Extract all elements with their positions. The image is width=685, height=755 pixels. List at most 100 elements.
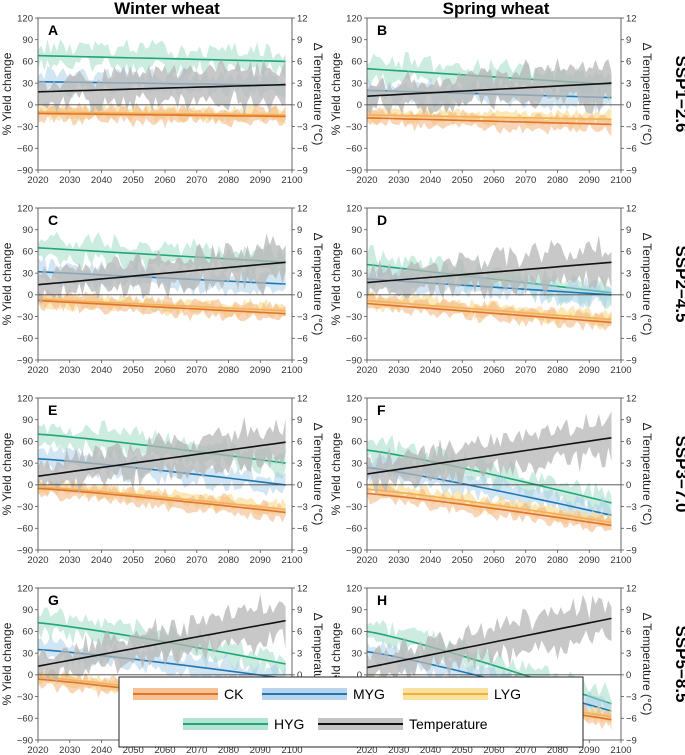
plot-area	[367, 411, 621, 533]
y2-tick-label: 3	[626, 458, 631, 469]
y-tick-label: 30	[22, 268, 33, 279]
y2-tick-label: 0	[297, 100, 302, 111]
y2-tick-label: −9	[297, 355, 308, 366]
y2-tick-label: −6	[297, 524, 308, 535]
y2-tick-label: 9	[626, 605, 631, 616]
x-tick-label: 2040	[91, 365, 112, 376]
series-line-temperature	[38, 619, 286, 667]
x-tick-label: 2020	[27, 365, 48, 376]
x-tick-label: 2100	[281, 555, 302, 566]
x-tick-label: 2020	[27, 745, 48, 755]
y-tick-label: −60	[346, 144, 362, 155]
x-tick-label: 2070	[186, 365, 207, 376]
y-tick-label: 30	[22, 648, 33, 659]
y-tick-label: −60	[17, 334, 33, 345]
x-tick-label: 2060	[483, 745, 504, 755]
y-tick-label: 30	[22, 458, 33, 469]
x-tick-label: 2070	[515, 555, 536, 566]
x-tick-label: 2020	[356, 365, 377, 376]
y2-axis-label: Δ Temperature (°C)	[640, 423, 654, 526]
y-tick-label: −30	[346, 312, 362, 323]
x-tick-label: 2040	[420, 365, 441, 376]
y2-tick-label: 3	[626, 268, 631, 279]
y2-tick-label: −9	[297, 545, 308, 556]
x-tick-label: 2100	[610, 175, 631, 186]
y2-tick-label: 9	[626, 35, 631, 46]
y-tick-label: 60	[22, 247, 33, 258]
y2-tick-label: 12	[626, 13, 637, 24]
y-tick-label: 90	[351, 225, 362, 236]
band-temperature	[367, 411, 612, 496]
x-tick-label: 2090	[579, 745, 600, 755]
series-line-ck	[367, 492, 612, 527]
x-tick-label: 2030	[388, 175, 409, 186]
y2-tick-label: 9	[297, 605, 302, 616]
y-tick-label: 90	[351, 605, 362, 616]
x-tick-label: 2100	[610, 555, 631, 566]
y2-tick-label: 0	[626, 480, 631, 491]
y-tick-label: 30	[22, 78, 33, 89]
y-tick-label: −30	[346, 122, 362, 133]
scenario-label: SSP2−4.5	[672, 245, 685, 322]
y2-tick-label: 12	[626, 203, 637, 214]
y-axis-label: % Yield change	[329, 432, 343, 515]
x-tick-label: 2060	[154, 745, 175, 755]
series-line-ck	[38, 112, 286, 118]
y-axis-label: % Yield change	[0, 52, 14, 135]
y2-tick-label: −6	[626, 714, 637, 725]
y-tick-label: 90	[22, 415, 33, 426]
y2-axis-label: Δ Temperature (°C)	[311, 233, 325, 336]
y2-tick-label: 6	[297, 437, 302, 448]
y-tick-label: 120	[346, 203, 362, 214]
y2-tick-label: 6	[626, 247, 631, 258]
x-tick-label: 2050	[452, 555, 473, 566]
x-tick-label: 2030	[388, 555, 409, 566]
y2-tick-label: −9	[297, 165, 308, 176]
x-tick-label: 2080	[547, 175, 568, 186]
x-tick-label: 2070	[515, 175, 536, 186]
series-line-temperature	[367, 261, 612, 284]
x-tick-label: 2060	[154, 555, 175, 566]
y-tick-label: 30	[351, 268, 362, 279]
legend: CK MYG LYG HYG Temperature	[118, 676, 584, 748]
x-tick-label: 2020	[356, 555, 377, 566]
x-tick-label: 2050	[452, 365, 473, 376]
x-tick-label: 2090	[250, 175, 271, 186]
y-tick-label: −30	[17, 692, 33, 703]
scenario-label: SSP3−7.0	[672, 435, 685, 512]
plot-area	[367, 51, 621, 137]
band-ck	[38, 289, 286, 322]
y2-tick-label: 12	[297, 203, 308, 214]
x-tick-label: 2090	[579, 555, 600, 566]
y2-axis-label: Δ Temperature (°C)	[311, 423, 325, 526]
y-tick-label: −90	[17, 165, 33, 176]
x-tick-label: 2050	[452, 175, 473, 186]
x-tick-label: 2020	[27, 555, 48, 566]
x-tick-label: 2020	[27, 175, 48, 186]
x-tick-label: 2030	[388, 745, 409, 755]
y-tick-label: 0	[357, 670, 362, 681]
column-title-spring-wheat: Spring wheat	[443, 0, 550, 18]
y-tick-label: 90	[351, 415, 362, 426]
y2-tick-label: 9	[626, 225, 631, 236]
y2-tick-label: −6	[626, 524, 637, 535]
series-line-ck	[367, 302, 612, 324]
x-tick-label: 2040	[91, 175, 112, 186]
legend-label-ck: CK	[224, 686, 244, 702]
x-tick-label: 2100	[610, 745, 631, 755]
y-tick-label: 0	[357, 100, 362, 111]
x-tick-label: 2030	[388, 365, 409, 376]
y-tick-label: 120	[346, 393, 362, 404]
x-tick-label: 2050	[123, 175, 144, 186]
y-tick-label: 60	[351, 247, 362, 258]
y2-tick-label: −3	[626, 122, 637, 133]
y-tick-label: −90	[17, 355, 33, 366]
y2-tick-label: −6	[297, 334, 308, 345]
y2-tick-label: 3	[297, 78, 302, 89]
y-tick-label: 0	[357, 480, 362, 491]
panels-layer: 2020 2030 2040 2050 2060 2070 2080 2090 2100−90−…	[0, 13, 654, 755]
y2-tick-label: 0	[297, 480, 302, 491]
x-tick-label: 2080	[547, 365, 568, 376]
y-tick-label: −60	[346, 524, 362, 535]
